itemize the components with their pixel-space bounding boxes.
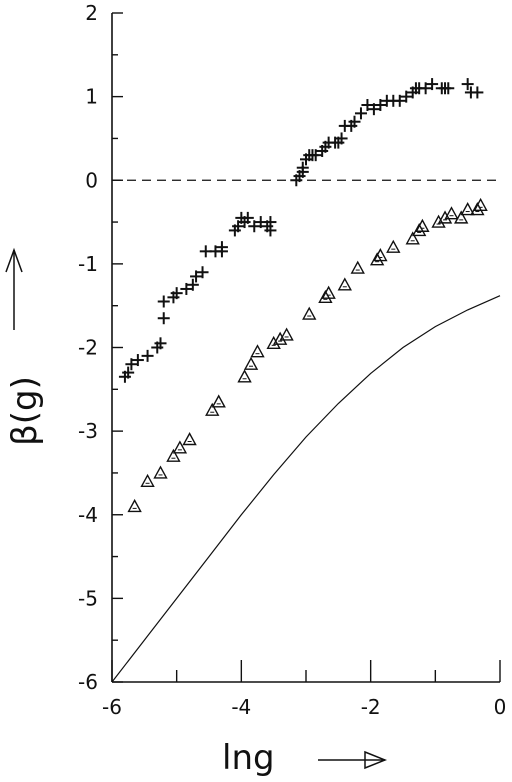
x-axis-title-group: lng <box>222 738 388 778</box>
y-tick-label: -5 <box>78 586 98 610</box>
triangle-point <box>337 277 352 291</box>
y-tick-label: -6 <box>78 670 98 694</box>
plus-point <box>461 78 474 91</box>
plus-point <box>419 82 432 95</box>
y-tick-label: 1 <box>85 85 98 109</box>
plus-point <box>393 94 406 107</box>
y-axis-title: β(g) <box>5 376 45 446</box>
triangle-point <box>266 335 281 350</box>
triangle-point <box>205 402 220 416</box>
triangle-point <box>279 327 294 341</box>
plus-point <box>186 278 199 291</box>
triangle-point <box>272 331 288 345</box>
y-tick-label: -4 <box>78 503 98 527</box>
triangle-point <box>470 202 485 216</box>
triangle-point <box>140 473 155 487</box>
plus-point <box>296 161 309 174</box>
triangle-point <box>237 369 252 383</box>
plus-point <box>471 86 484 99</box>
triangle-point <box>444 206 459 220</box>
y-axis-title-group: β(g) <box>5 247 45 446</box>
plus-point <box>374 98 387 111</box>
triangle-point <box>373 248 388 262</box>
triangle-point <box>182 432 197 446</box>
plus-point <box>348 115 361 128</box>
y-tick-label: -1 <box>78 252 98 276</box>
plus-point <box>241 211 254 224</box>
triangle-point <box>473 197 488 212</box>
plus-point <box>248 220 261 233</box>
plus-point <box>180 282 193 295</box>
triangle-point <box>405 231 420 245</box>
triangle-point <box>386 239 401 253</box>
triangle-point <box>431 214 446 228</box>
plus-point <box>442 82 455 95</box>
plus-point <box>157 295 170 308</box>
plus-point <box>264 224 277 237</box>
axes: 2 1 0 -1 -2 -3 -4 -5 -6 -6 -4 -2 0 <box>78 1 506 719</box>
x-ticks: -6 -4 -2 0 <box>102 660 506 719</box>
plus-point <box>400 90 413 103</box>
plus-point <box>170 287 183 300</box>
y-tick-label: -3 <box>78 419 98 443</box>
solid-curve <box>111 295 501 683</box>
plus-point <box>335 132 348 145</box>
plus-point <box>309 149 322 162</box>
plus-point <box>354 107 367 120</box>
triangle-point <box>369 252 385 266</box>
plus-point <box>232 220 245 233</box>
y-tick-label: 2 <box>85 1 98 25</box>
plus-point <box>190 270 203 283</box>
plus-point <box>122 366 135 379</box>
x-tick-label: -6 <box>102 695 122 719</box>
x-tick-label: -4 <box>231 695 251 719</box>
triangle-point <box>166 448 181 462</box>
y-tick-label: 0 <box>85 168 98 192</box>
y-axis-arrow-icon <box>5 247 23 330</box>
triangle-point <box>415 218 430 232</box>
plus-point <box>157 312 170 325</box>
plus-point <box>215 245 228 258</box>
x-tick-label: -2 <box>361 695 381 719</box>
triangle-point <box>250 344 265 358</box>
triangle-point <box>411 222 427 237</box>
plus-point <box>196 266 209 279</box>
plus-point <box>141 349 154 362</box>
triangle-point <box>321 285 336 299</box>
plus-point <box>361 98 374 111</box>
plus-point <box>131 354 144 367</box>
triangle-point <box>350 260 365 274</box>
triangle-point <box>172 440 188 454</box>
plus-point <box>426 78 439 91</box>
triangle-point <box>454 210 469 224</box>
triangle-point <box>127 498 142 513</box>
triangle-point <box>437 210 453 224</box>
y-ticks: 2 1 0 -1 -2 -3 -4 -5 -6 <box>78 1 123 694</box>
x-tick-label: 0 <box>494 695 507 719</box>
data-marks <box>111 78 501 683</box>
triangle-point <box>243 356 259 370</box>
triangle-point <box>302 306 317 320</box>
plus-point <box>154 337 167 350</box>
y-tick-label: -2 <box>78 336 98 360</box>
x-axis-arrow-icon <box>318 750 388 770</box>
triangle-point <box>153 465 168 479</box>
triangle-point <box>211 394 226 408</box>
plus-point <box>125 358 138 371</box>
triangle-point <box>318 289 333 304</box>
triangle-point <box>460 202 475 216</box>
x-axis-title: lng <box>222 738 275 778</box>
plus-point <box>367 103 380 116</box>
